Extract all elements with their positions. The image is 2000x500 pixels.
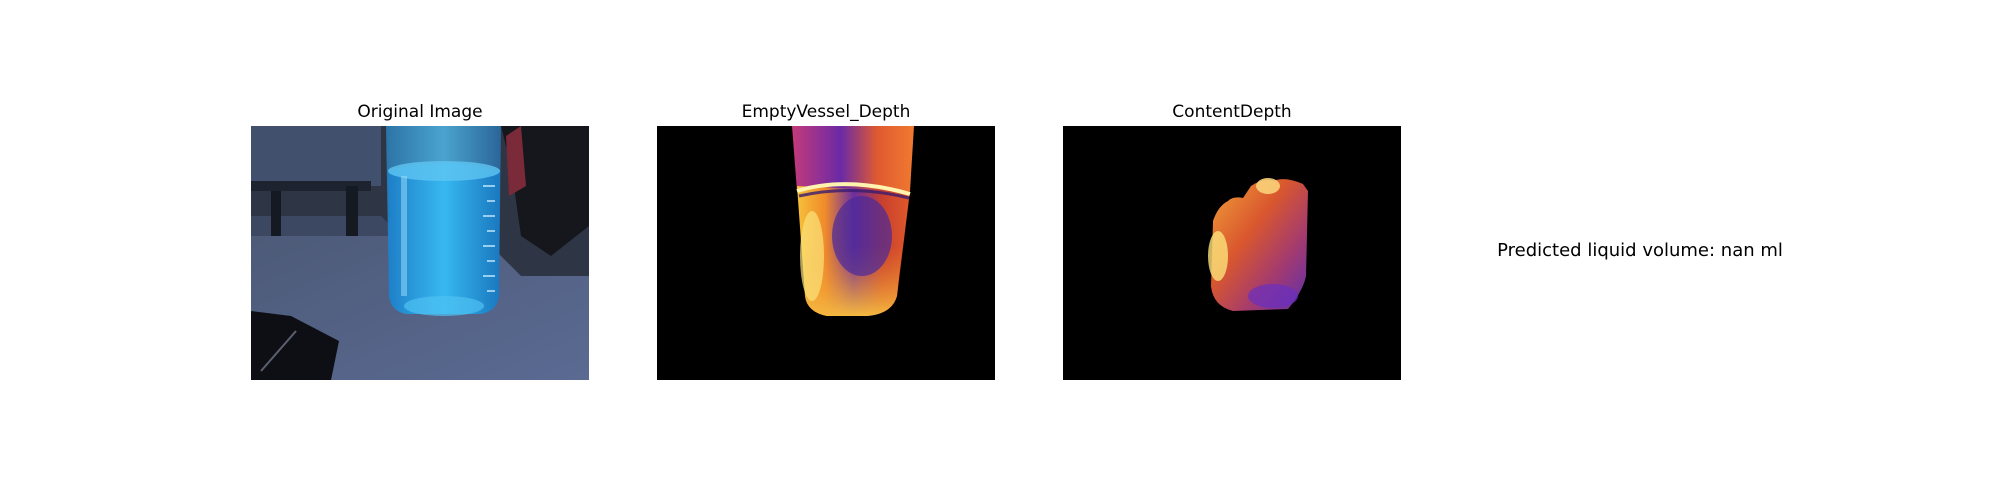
content-depth-title: ContentDepth — [1172, 102, 1292, 122]
predicted-volume-text: Predicted liquid volume: nan ml — [1497, 240, 1783, 261]
content-depth-map — [1063, 126, 1401, 380]
empty-vessel-depth-title: EmptyVessel_Depth — [741, 102, 911, 122]
original-image-title: Original Image — [357, 102, 483, 122]
empty-vessel-depth-map — [657, 126, 995, 380]
content-depth-panel — [1063, 126, 1401, 380]
original-image — [251, 126, 589, 380]
original-image-panel — [251, 126, 589, 380]
empty-vessel-depth-panel — [657, 126, 995, 380]
